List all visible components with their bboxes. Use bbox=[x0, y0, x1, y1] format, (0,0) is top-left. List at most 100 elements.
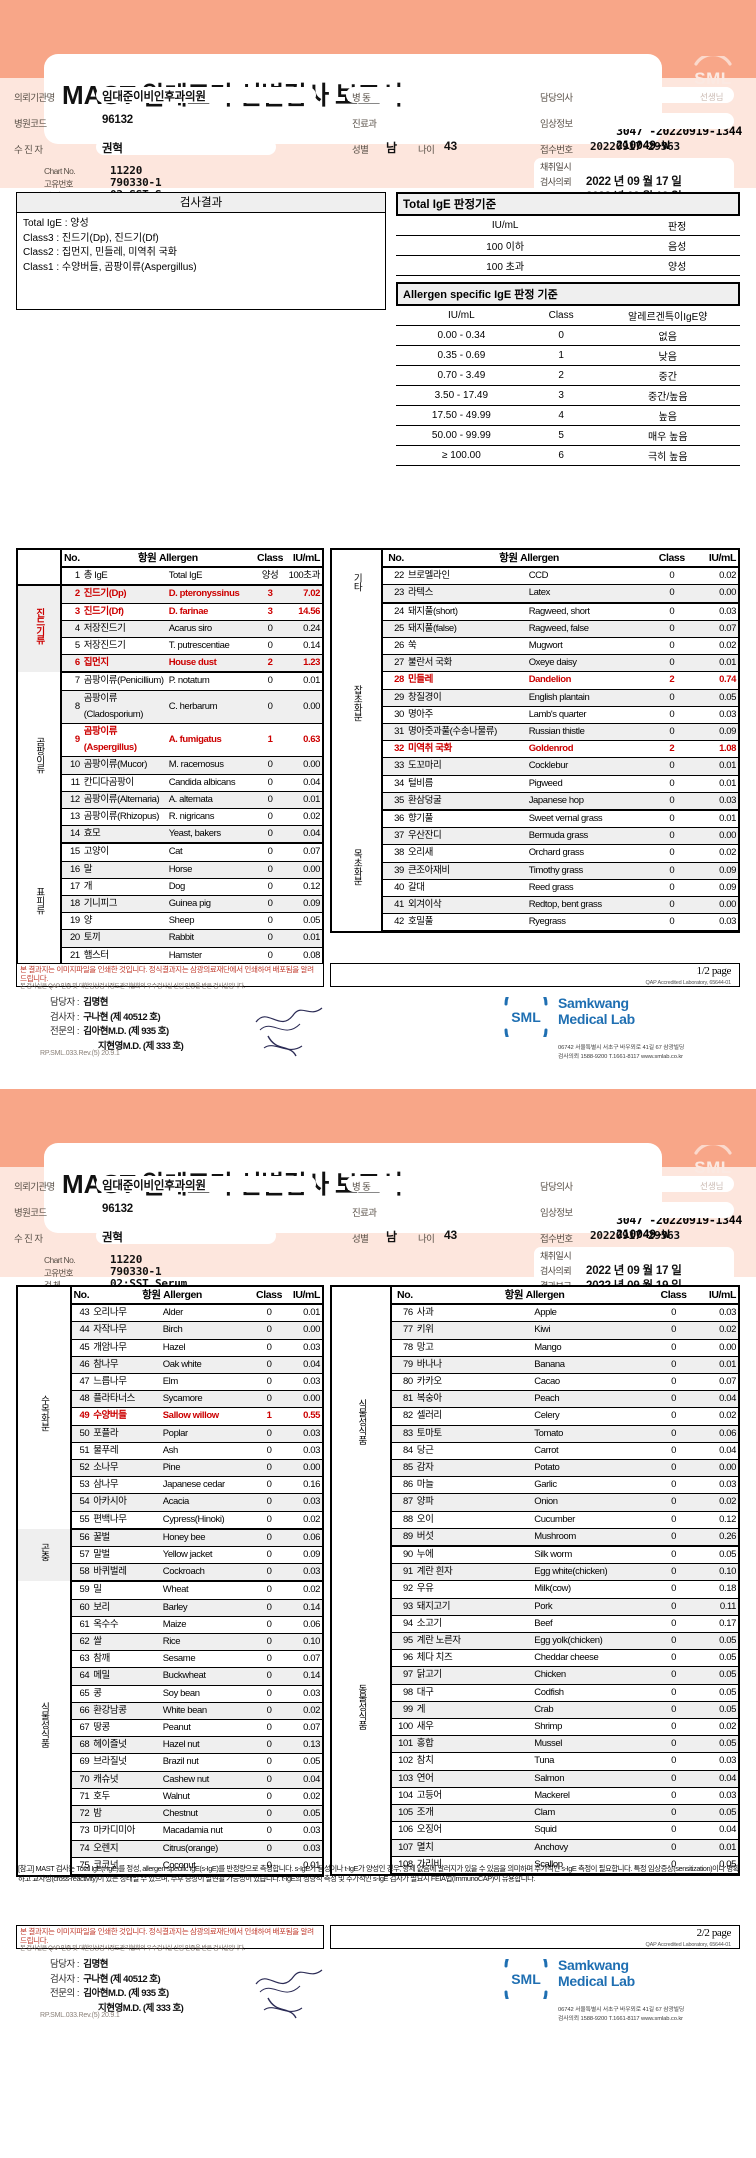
allergen-class: 0 bbox=[654, 1701, 693, 1720]
hospcode-input-box[interactable] bbox=[96, 113, 276, 129]
allergen-no: 14 bbox=[61, 825, 82, 845]
allergen-name-en: Japanese hop bbox=[526, 792, 653, 812]
column-header-class: Class bbox=[652, 550, 692, 569]
allergen-iu: 14.56 bbox=[286, 603, 322, 621]
allergen-name-kr: 게 bbox=[414, 1701, 533, 1720]
allergen-iu: 0.07 bbox=[691, 620, 738, 639]
allergen-row: 16 말 Horse 0 0.00 bbox=[18, 861, 322, 879]
allergen-iu: 0.00 bbox=[286, 861, 322, 879]
allergen-class: 0 bbox=[654, 1493, 693, 1512]
signature-block: 담당자 : 김명현 검사자 : 구나현 (제 40512 호) 전문의 : 김아… bbox=[50, 1958, 184, 2017]
allergen-iu: 0.06 bbox=[285, 1528, 322, 1548]
sp-class: 4 bbox=[526, 405, 596, 426]
allergen-class: 2 bbox=[652, 671, 692, 690]
allergen-name-kr: 민들레 bbox=[405, 671, 527, 690]
allergen-name-en: Japanese cedar bbox=[160, 1476, 253, 1495]
allergen-iu: 0.02 bbox=[285, 1788, 322, 1807]
allergen-name-en: Mushroom bbox=[532, 1528, 655, 1548]
org-input-box[interactable] bbox=[96, 87, 316, 103]
allergen-name-kr: 우유 bbox=[414, 1580, 533, 1599]
allergen-iu: 0.00 bbox=[286, 756, 322, 775]
hospcode-input-box[interactable] bbox=[96, 1202, 276, 1218]
allergen-name-kr: 큰조아재비 bbox=[405, 862, 527, 880]
allergen-name-kr: 호두 bbox=[91, 1788, 161, 1807]
allergen-no: 66 bbox=[70, 1702, 92, 1721]
allergen-name-en: Kiwi bbox=[532, 1321, 655, 1340]
allergen-no: 42 bbox=[381, 913, 406, 932]
dept-input-box[interactable] bbox=[346, 113, 506, 129]
allergen-iu: 0.05 bbox=[286, 912, 322, 931]
allergen-class: 0 bbox=[654, 1563, 693, 1582]
patient-input-box[interactable] bbox=[96, 1228, 276, 1244]
sig-manager-value: 김명현 bbox=[83, 1959, 109, 1970]
allergen-name-kr: 오리나무 bbox=[91, 1304, 161, 1323]
sp-level: 중간 bbox=[595, 365, 740, 386]
allergen-row: 식물성식품 76 사과 Apple 0 0.03 bbox=[332, 1304, 738, 1547]
clinical-input-box[interactable] bbox=[534, 1202, 734, 1218]
clinical-input-box[interactable] bbox=[534, 113, 734, 129]
allergen-iu: 0.00 bbox=[285, 1321, 322, 1340]
allergen-row: 45 개암나무 Hazel 0 0.03 bbox=[18, 1339, 322, 1357]
allergen-iu: 0.13 bbox=[285, 1736, 322, 1755]
allergen-class: 0 bbox=[252, 1339, 286, 1357]
ward-input-box[interactable] bbox=[346, 87, 506, 103]
allergen-iu: 0.08 bbox=[286, 947, 322, 965]
doctor-input-box[interactable] bbox=[534, 1176, 734, 1192]
ward-label: 병 동 bbox=[352, 1182, 371, 1193]
ward-input-box[interactable] bbox=[346, 1176, 506, 1192]
allergen-iu: 0.00 bbox=[691, 827, 738, 846]
allergen-row: 9 곰팡이류(Aspergillus) A. fumigatus 1 0.63 bbox=[18, 723, 322, 758]
org-input-box[interactable] bbox=[96, 1176, 316, 1192]
allergen-name-en: Citrus(orange) bbox=[160, 1840, 253, 1858]
criteria-range: 100 초과 bbox=[396, 255, 615, 276]
allergen-name-kr: 대구 bbox=[414, 1684, 533, 1702]
allergen-name-kr: 브라질넛 bbox=[91, 1753, 161, 1772]
allergen-row: 41 외겨이삭 Redtop, bent grass 0 0.00 bbox=[332, 896, 738, 915]
sig-tester-value: 구나현 (제 40512 호) bbox=[83, 1973, 161, 1985]
allergen-iu: 0.02 bbox=[692, 1407, 738, 1426]
allergen-no: 68 bbox=[70, 1736, 92, 1755]
allergen-name-kr: 환삼덩굴 bbox=[405, 792, 527, 812]
allergen-row: 62 쌀 Rice 0 0.10 bbox=[18, 1633, 322, 1652]
allergen-name-en: Buckwheat bbox=[160, 1667, 253, 1686]
allergen-name-kr: 돼지풀(short) bbox=[405, 602, 527, 621]
allergen-name-en: Ash bbox=[160, 1442, 253, 1461]
allergen-name-kr: 미역취 국화 bbox=[405, 740, 527, 759]
allergen-name-en: Soy bean bbox=[160, 1685, 253, 1703]
allergen-name-kr: 불란서 국화 bbox=[405, 654, 527, 673]
sig-manager-value: 김명현 bbox=[83, 997, 109, 1008]
allergen-iu: 0.14 bbox=[286, 637, 322, 656]
allergen-row: 21 햄스터 Hamster 0 0.08 bbox=[18, 947, 322, 965]
allergen-name-kr: 셀러리 bbox=[414, 1407, 533, 1426]
chart-value: 11220 bbox=[110, 1253, 143, 1266]
allergen-class: 0 bbox=[252, 1563, 286, 1583]
patient-input-box[interactable] bbox=[96, 139, 276, 155]
allergen-name-kr: 삼나무 bbox=[91, 1476, 161, 1495]
signature-block: 담당자 : 김명현 검사자 : 구나현 (제 40512 호) 전문의 : 김아… bbox=[50, 996, 184, 1055]
org-value: 임대준이비인후과의원 bbox=[102, 91, 206, 103]
chart-label: Chart No. bbox=[44, 1255, 76, 1265]
patient-label: 수 진 자 bbox=[14, 145, 43, 156]
allergen-class: 0 bbox=[652, 810, 692, 829]
dept-input-box[interactable] bbox=[346, 1202, 506, 1218]
sp-class: 6 bbox=[526, 445, 596, 466]
allergen-no: 94 bbox=[391, 1615, 415, 1634]
sp-level: 없음 bbox=[595, 325, 740, 346]
allergen-row: 5 저장진드기 T. putrescentiae 0 0.14 bbox=[18, 637, 322, 656]
allergen-no: 17 bbox=[61, 878, 82, 897]
allergen-iu: 0.05 bbox=[692, 1701, 738, 1720]
uid-value: 790330-1 bbox=[110, 1265, 162, 1278]
allergen-name-en: Rice bbox=[160, 1633, 253, 1652]
allergen-row: 44 자작나무 Birch 0 0.00 bbox=[18, 1321, 322, 1340]
allergen-iu: 0.01 bbox=[285, 1857, 322, 1875]
doctor-input-box[interactable] bbox=[534, 87, 734, 103]
allergen-row: 98 대구 Codfish 0 0.05 bbox=[332, 1684, 738, 1702]
allergen-name-en: Cypress(Hinoki) bbox=[160, 1511, 253, 1530]
allergen-no: 11 bbox=[61, 774, 82, 792]
allergen-name-kr: 갈대 bbox=[405, 879, 527, 898]
allergen-row: 84 당근 Carrot 0 0.04 bbox=[332, 1442, 738, 1461]
allergen-iu: 0.01 bbox=[691, 654, 738, 673]
allergen-name-kr: 버섯 bbox=[414, 1528, 533, 1548]
allergen-name-en: R. nigricans bbox=[166, 808, 254, 827]
allergen-class: 0 bbox=[652, 654, 692, 673]
